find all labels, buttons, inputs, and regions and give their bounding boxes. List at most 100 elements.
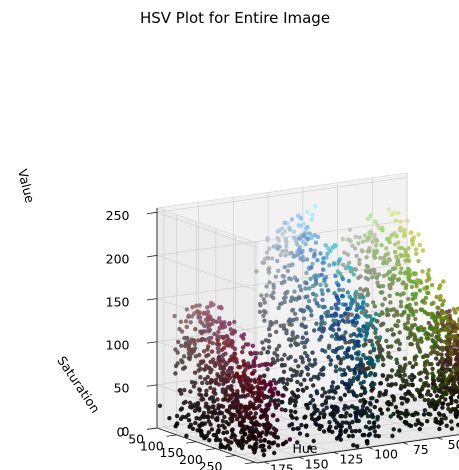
data-point	[289, 217, 295, 222]
data-point	[407, 375, 412, 380]
grid-line	[156, 176, 408, 213]
data-point	[391, 398, 396, 403]
data-point	[299, 250, 304, 255]
data-point	[343, 311, 348, 316]
data-point	[420, 269, 425, 274]
data-point	[403, 421, 409, 426]
data-point	[388, 355, 393, 360]
data-point	[280, 399, 285, 405]
data-point	[386, 207, 392, 212]
data-point	[292, 289, 297, 294]
data-point	[334, 347, 339, 352]
data-point	[439, 339, 444, 344]
data-point	[223, 437, 228, 442]
data-point	[278, 252, 283, 258]
data-point	[373, 330, 378, 335]
data-point	[357, 332, 363, 337]
data-point	[367, 372, 372, 378]
data-point	[417, 288, 423, 293]
data-point	[181, 400, 187, 406]
data-point	[240, 345, 246, 350]
data-point	[279, 280, 285, 286]
tick-mark	[225, 455, 236, 458]
data-point	[293, 409, 298, 415]
data-point	[407, 307, 412, 312]
data-point	[197, 387, 203, 393]
data-point	[281, 441, 286, 446]
data-point	[369, 317, 375, 322]
data-point	[428, 392, 433, 398]
data-point	[443, 397, 448, 402]
data-point	[425, 371, 430, 376]
data-point	[356, 339, 361, 344]
data-point	[350, 378, 356, 384]
data-point	[377, 313, 382, 318]
data-point	[335, 322, 341, 327]
data-point	[242, 385, 247, 391]
data-point	[354, 406, 360, 411]
data-point	[399, 410, 404, 416]
data-point	[230, 427, 235, 432]
data-point	[436, 335, 441, 341]
data-point	[438, 293, 443, 299]
data-point	[384, 246, 389, 251]
data-point	[266, 406, 271, 411]
data-point	[422, 309, 427, 315]
data-point	[316, 415, 322, 421]
data-point	[380, 228, 385, 233]
data-point	[216, 405, 221, 410]
data-point	[395, 312, 400, 317]
data-point	[446, 406, 451, 412]
data-point	[402, 322, 408, 327]
data-point	[453, 329, 458, 334]
data-point	[417, 349, 423, 354]
data-point	[391, 394, 396, 399]
data-point	[204, 433, 209, 438]
data-point	[324, 313, 330, 319]
data-point	[392, 313, 397, 318]
data-point	[449, 419, 454, 424]
data-point	[350, 419, 355, 425]
data-point	[433, 342, 438, 347]
data-point	[361, 295, 366, 300]
data-point	[401, 379, 406, 384]
grid-line	[163, 426, 265, 463]
data-point	[456, 385, 459, 390]
data-point	[215, 333, 220, 339]
data-point	[387, 293, 392, 298]
data-point	[314, 321, 319, 326]
data-point	[385, 407, 391, 412]
data-point	[456, 367, 459, 372]
data-point	[366, 236, 372, 241]
data-point	[376, 272, 382, 277]
data-point	[293, 296, 298, 301]
data-point	[206, 405, 211, 410]
data-point	[356, 410, 361, 415]
data-point	[300, 340, 305, 345]
data-point	[283, 295, 288, 300]
data-point	[338, 314, 344, 319]
data-point	[345, 290, 350, 295]
data-point	[243, 379, 249, 385]
data-point	[257, 398, 263, 403]
data-point	[193, 327, 198, 332]
data-point	[363, 424, 369, 429]
x-tick-label: 100	[374, 447, 398, 462]
data-point	[313, 277, 319, 282]
data-point	[434, 294, 439, 300]
data-point	[224, 377, 229, 382]
data-point	[209, 335, 214, 340]
data-point	[365, 249, 370, 254]
data-point	[227, 393, 232, 398]
data-point	[292, 336, 297, 341]
data-point	[260, 260, 265, 265]
data-point	[369, 361, 374, 366]
data-point	[389, 327, 394, 332]
data-point	[326, 345, 332, 350]
data-point	[227, 397, 232, 402]
data-point	[349, 429, 355, 434]
data-point	[415, 326, 420, 331]
data-point	[367, 269, 372, 274]
data-point	[205, 305, 210, 310]
data-point	[303, 424, 309, 429]
